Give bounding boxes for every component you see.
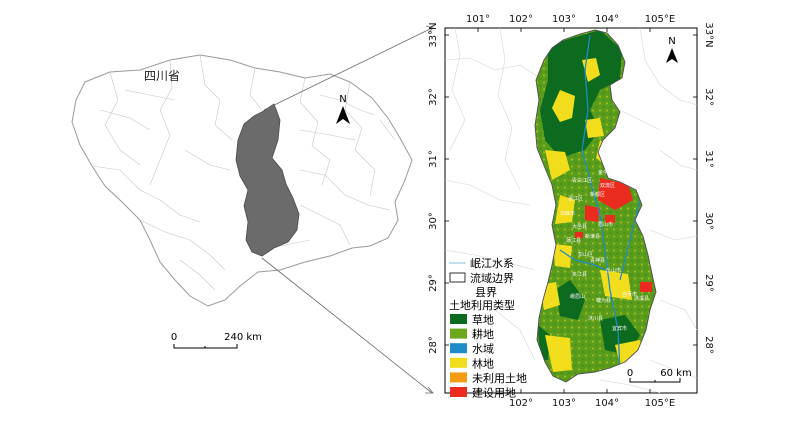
scale-start-overview: 0 (171, 332, 177, 343)
scale-bar-overview: 0 240 km (171, 332, 262, 349)
legend-label: 林地 (472, 356, 494, 370)
legend-swatch (450, 357, 467, 368)
top-tick-label: 105°E (645, 14, 675, 25)
legend-landuse-title: 土地利用类型 (449, 298, 515, 312)
town-label: 彭山区 (578, 251, 593, 258)
scale-bar-detail: 0 60 km (627, 368, 692, 383)
north-arrow-icon (666, 48, 678, 63)
left-tick-label: 29° (428, 274, 439, 292)
legend-swatch (450, 343, 467, 354)
overview-map: 四川省 N 0 240 km (71, 54, 413, 349)
town-label: 新津县 (585, 233, 600, 240)
scale-start-detail: 0 (627, 368, 633, 379)
tick-marks (445, 28, 697, 393)
town-label: 沐川县 (588, 315, 603, 322)
legend-label: 耕地 (472, 327, 494, 341)
bottom-tick-label: 102° (509, 398, 533, 409)
left-tick-label: 32° (428, 88, 439, 106)
town-label: 温江区 (568, 195, 583, 202)
left-tick-label: 30° (428, 212, 439, 230)
right-tick-label: 32° (703, 88, 714, 106)
north-arrow-letter: N (339, 94, 346, 105)
top-tick-label: 103° (552, 14, 576, 25)
right-tick-label: 33°N (703, 22, 714, 47)
town-label: 双流区 (600, 182, 615, 189)
town-label: 沐溪县 (634, 295, 649, 302)
bottom-tick-label: 103° (552, 398, 576, 409)
legend-label: 流域边界 (470, 271, 514, 285)
right-tick-label: 31° (703, 150, 714, 168)
town-label: 眉山市 (598, 221, 613, 228)
builtup-patches (575, 178, 652, 292)
right-tick-labels: 33°N 32° 31° 30° 29° 28° (703, 22, 714, 353)
town-label: 宜宾市 (612, 325, 627, 332)
legend-label: 岷江水系 (470, 257, 514, 270)
top-tick-label: 102° (509, 14, 533, 25)
legend-swatch (450, 372, 467, 383)
bottom-tick-labels: 102° 103° 104° 105°E (509, 398, 675, 409)
landuse-raster (535, 30, 656, 382)
town-label: 犍为县 (596, 297, 611, 304)
legend-label: 未利用土地 (472, 372, 527, 385)
province-label: 四川省 (144, 69, 180, 83)
north-arrow-icon (336, 106, 350, 124)
town-label: 自贡市 (622, 291, 637, 298)
town-label: 邛崃市 (560, 210, 575, 217)
legend-label: 建设用地 (472, 386, 516, 400)
scale-end-overview: 240 km (224, 332, 262, 343)
town-label: 峨眉山 (570, 293, 585, 300)
north-arrow-letter: N (668, 36, 675, 47)
county-boundaries (91, 54, 396, 291)
sichuan-province-outline (71, 54, 413, 307)
top-tick-label: 101° (466, 14, 490, 25)
top-tick-label: 104° (595, 14, 619, 25)
town-label: 大邑县 (572, 223, 587, 230)
town-label: 青白江区 (572, 177, 592, 184)
legend-label: 草地 (472, 314, 494, 327)
town-label: 青神县 (590, 257, 605, 264)
right-tick-label: 30° (703, 212, 714, 230)
legend-swatch (450, 328, 467, 339)
bottom-tick-label: 104° (595, 398, 619, 409)
scale-end-detail: 60 km (660, 368, 691, 379)
minjiang-basin-overview (235, 103, 300, 257)
right-tick-label: 28° (703, 336, 714, 354)
town-label: 夹江县 (572, 271, 587, 278)
town-label: 蒲江县 (566, 237, 581, 244)
rivers (559, 34, 641, 371)
town-label: 新都区 (590, 191, 605, 198)
left-tick-label: 33°N (428, 22, 439, 47)
north-arrow-detail: N (666, 36, 678, 63)
left-tick-labels: 33°N 32° 31° 30° 29° 28° (428, 22, 439, 353)
bottom-tick-label: 105°E (645, 398, 675, 409)
legend-basin-symbol (449, 272, 466, 283)
left-tick-label: 28° (428, 336, 439, 354)
north-arrow-overview: N (336, 94, 350, 124)
left-tick-label: 31° (428, 150, 439, 168)
legend-swatch (450, 387, 467, 397)
right-tick-label: 29° (703, 274, 714, 292)
leader-lines (261, 25, 434, 394)
top-tick-labels: 101° 102° 103° 104° 105°E (466, 14, 675, 25)
legend-label: 县界 (475, 286, 497, 299)
town-label: 乐山市 (606, 267, 621, 274)
legend-swatch (450, 314, 467, 324)
town-label: 金牛区 (598, 169, 613, 176)
legend-label: 水域 (472, 343, 494, 356)
